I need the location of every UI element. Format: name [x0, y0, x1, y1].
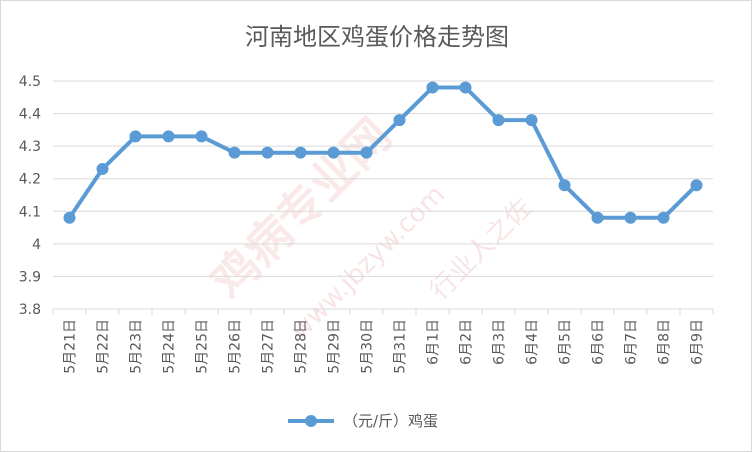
data-point: [393, 114, 406, 127]
x-tick-label: 5月30日: [360, 319, 376, 374]
x-tick-label: 5月27日: [261, 319, 277, 374]
x-tick-label: 5月24日: [162, 319, 178, 374]
data-point: [360, 146, 373, 159]
legend-point-marker: [305, 415, 317, 427]
legend: （元/斤）鸡蛋: [288, 412, 438, 430]
data-point: [657, 211, 670, 224]
data-point: [162, 130, 175, 143]
y-tick-label: 3.8: [19, 302, 41, 318]
x-tick-label: 5月25日: [195, 319, 211, 374]
data-point: [624, 211, 637, 224]
x-tick-label: 6月9日: [690, 319, 706, 365]
data-point: [459, 81, 472, 94]
x-tick-label: 6月3日: [492, 319, 508, 365]
x-tick-label: 6月2日: [459, 319, 475, 365]
data-point: [426, 81, 439, 94]
y-tick-label: 3.9: [19, 269, 41, 285]
data-point: [558, 179, 571, 192]
data-point: [591, 211, 604, 224]
x-tick-label: 5月21日: [63, 319, 79, 374]
x-tick-label: 6月6日: [591, 319, 607, 365]
x-tick-label: 5月23日: [129, 319, 145, 374]
x-tick-label: 6月5日: [558, 319, 574, 365]
x-tick-label: 6月4日: [525, 319, 541, 365]
data-point: [492, 114, 505, 127]
x-tick-label: 6月7日: [624, 319, 640, 365]
data-point: [96, 162, 109, 175]
x-tick-label: 6月8日: [657, 319, 673, 365]
data-point: [63, 211, 76, 224]
y-axis: 3.8 3.9 4 4.1 4.2 4.3 4.4 4.5: [19, 74, 41, 318]
data-point: [195, 130, 208, 143]
y-tick-label: 4: [32, 237, 41, 253]
gridlines: [53, 80, 713, 310]
x-tick-label: 6月1日: [426, 319, 442, 365]
y-tick-label: 4.4: [19, 107, 41, 123]
x-tick-label: 5月31日: [393, 319, 409, 374]
y-tick-label: 4.1: [19, 204, 41, 220]
x-tick-label: 5月22日: [96, 319, 112, 374]
y-tick-label: 4.5: [19, 74, 41, 90]
series-eggs: [63, 81, 703, 224]
data-point: [525, 114, 538, 127]
legend-label: （元/斤）鸡蛋: [343, 412, 438, 430]
data-point: [294, 146, 307, 159]
x-tick-label: 5月26日: [228, 319, 244, 374]
data-point: [327, 146, 340, 159]
data-point: [261, 146, 274, 159]
chart-title: 河南地区鸡蛋价格走势图: [245, 23, 509, 51]
y-tick-label: 4.3: [19, 139, 41, 155]
y-tick-label: 4.2: [19, 172, 41, 188]
data-point: [690, 179, 703, 192]
x-tick-label: 5月28日: [294, 319, 310, 374]
data-point: [228, 146, 241, 159]
data-point: [129, 130, 142, 143]
x-axis: 5月21日 5月22日 5月23日 5月24日 5月25日 5月26日 5月27日 5月28日…: [52, 309, 714, 374]
x-tick-label: 5月29日: [327, 319, 343, 374]
